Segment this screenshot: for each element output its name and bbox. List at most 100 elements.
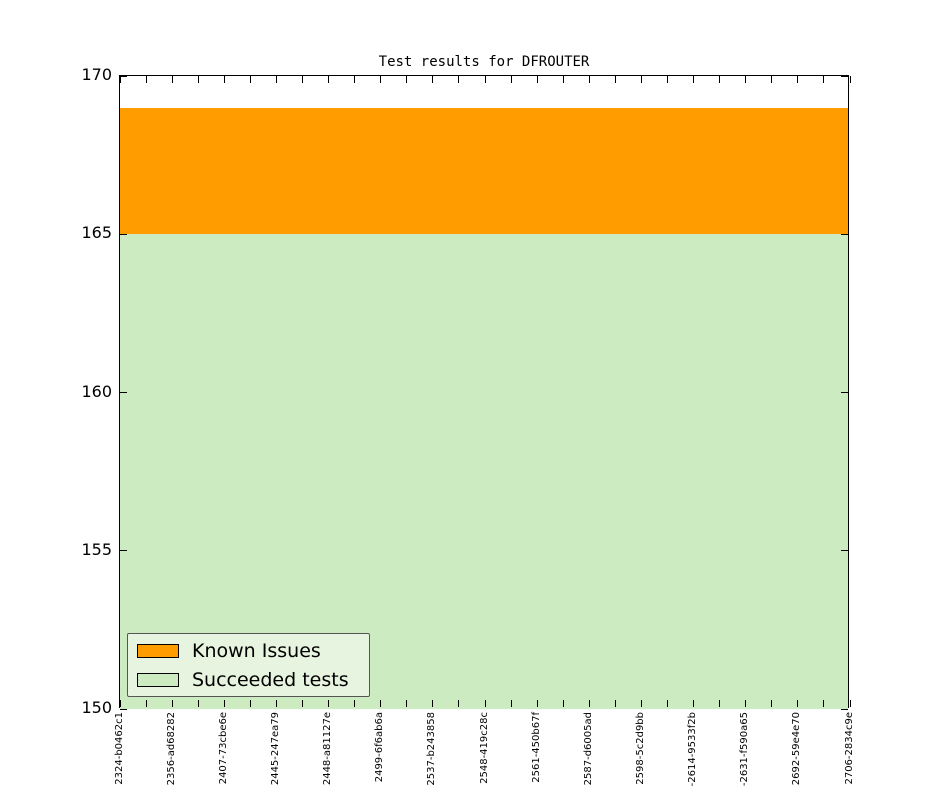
x-tick (302, 76, 303, 83)
x-tick (458, 76, 460, 83)
x-tick (771, 700, 773, 707)
x-tick-label: 2548-419c28c (478, 712, 490, 784)
legend-label: Known Issues (192, 639, 321, 662)
x-tick (640, 76, 642, 83)
x-tick (667, 700, 668, 707)
x-tick-label: 2448-a81127e (322, 712, 334, 786)
x-tick (562, 76, 564, 83)
x-tick (145, 700, 147, 707)
x-tick (380, 76, 382, 83)
legend-item: Known Issues (137, 640, 369, 662)
x-tick (197, 76, 199, 83)
x-tick (667, 76, 668, 83)
y-tick (120, 392, 127, 393)
x-tick-label: -2631-f590a65 (739, 712, 751, 787)
x-tick (823, 76, 825, 83)
x-tick (484, 76, 486, 83)
x-tick-label: 2598-5c2d9bb (634, 712, 646, 785)
y-tick (120, 550, 127, 552)
legend-swatch-succeeded-tests (137, 672, 179, 687)
y-tick (120, 75, 127, 77)
x-tick (536, 700, 538, 707)
x-tick (693, 700, 695, 707)
x-tick (275, 76, 277, 83)
x-tick (249, 76, 251, 83)
x-tick (197, 700, 199, 707)
legend: Known Issues Succeeded tests (127, 633, 370, 697)
x-tick (145, 76, 147, 83)
x-tick-label: -2614-9533f2b (687, 712, 699, 787)
x-tick (119, 700, 121, 707)
x-tick-label: 2706-2834c9e (843, 712, 855, 785)
x-tick (719, 700, 721, 707)
x-tick (797, 700, 799, 707)
x-tick (693, 76, 695, 83)
x-tick (614, 700, 616, 707)
y-tick-label: 170 (81, 65, 112, 84)
x-tick (249, 700, 251, 707)
x-tick (588, 76, 590, 83)
x-tick-label: 2407-73cbe6e (217, 712, 229, 785)
x-tick (510, 76, 512, 83)
x-tick (719, 76, 721, 83)
x-tick (588, 700, 590, 707)
y-tick (841, 708, 848, 710)
x-tick (406, 76, 408, 83)
x-tick (562, 700, 564, 707)
x-tick (328, 700, 330, 707)
y-tick-label: 150 (81, 698, 112, 717)
x-tick (771, 76, 773, 83)
x-tick-label: 2324-b0462c1 (113, 712, 125, 785)
x-tick (536, 76, 538, 83)
y-tick-label: 160 (81, 381, 112, 401)
x-tick (223, 76, 225, 83)
band-known-issues (120, 107, 848, 235)
x-tick-label: 2561-450b67f (530, 712, 542, 783)
x-tick (823, 700, 825, 707)
x-tick-label: 2587-d6005ad (582, 712, 594, 786)
legend-swatch-known-issues (137, 643, 179, 658)
x-tick (432, 76, 434, 83)
y-tick (841, 233, 848, 235)
y-tick (841, 550, 848, 552)
x-tick (745, 76, 747, 83)
x-tick (849, 76, 851, 83)
y-tick-label: 155 (81, 539, 112, 559)
x-tick (302, 700, 303, 707)
x-tick (354, 700, 356, 707)
x-tick (171, 700, 173, 707)
x-tick (510, 700, 512, 707)
x-tick (354, 76, 356, 83)
x-tick (171, 76, 173, 83)
y-tick-label: 165 (81, 223, 112, 243)
x-tick-label: 2445-247ea79 (269, 712, 281, 786)
x-tick (223, 700, 225, 707)
y-tick (120, 708, 127, 710)
y-tick (841, 75, 848, 77)
x-tick (406, 700, 408, 707)
x-tick (432, 700, 434, 707)
x-tick (275, 700, 277, 707)
x-tick (119, 76, 121, 83)
chart-title: Test results for DFROUTER (378, 54, 590, 70)
x-tick (640, 700, 642, 707)
x-tick-label: 2692-59e4e70 (791, 712, 803, 786)
x-tick (458, 700, 460, 707)
x-tick-label: 2499-6f6ab6a (374, 712, 386, 783)
y-tick (841, 392, 848, 393)
x-tick (614, 76, 616, 83)
x-tick (484, 700, 486, 707)
x-tick (797, 76, 799, 83)
x-tick (328, 76, 330, 83)
legend-label: Succeeded tests (192, 668, 349, 691)
x-tick-label: 2356-ad68282 (165, 712, 177, 786)
legend-item: Succeeded tests (137, 669, 369, 691)
y-tick (120, 233, 127, 235)
plot-area (119, 75, 851, 710)
band-succeeded-tests (120, 234, 848, 709)
x-tick (380, 700, 382, 707)
x-tick (745, 700, 747, 707)
x-tick (849, 700, 851, 707)
x-tick-label: 2537-b243858 (426, 712, 438, 786)
